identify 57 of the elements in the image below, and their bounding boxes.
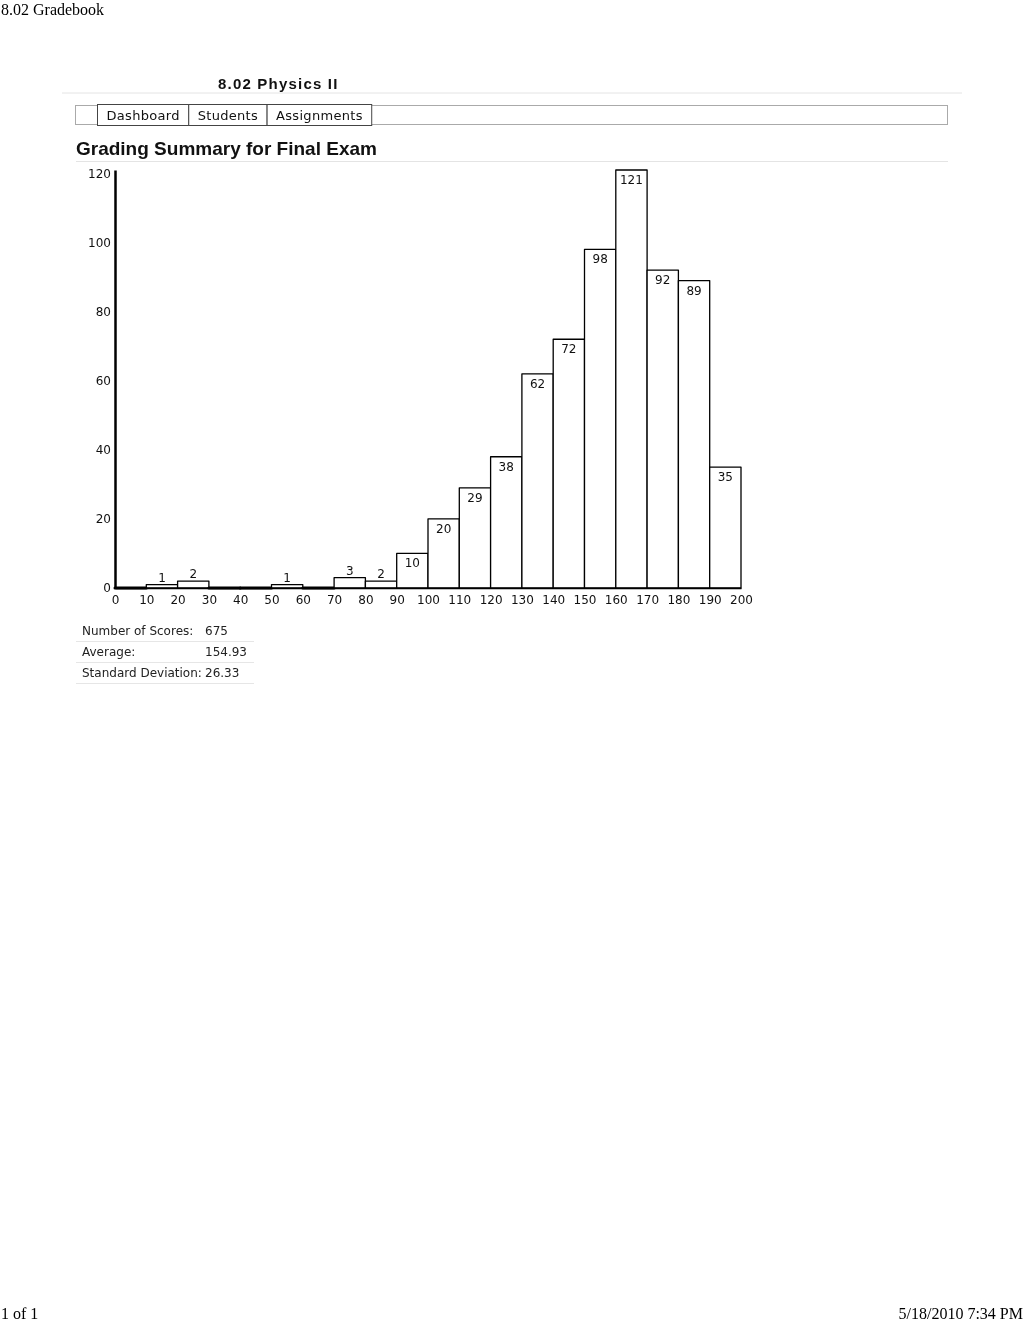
data-label: 29 [467, 490, 483, 505]
text: Average: [82, 645, 136, 659]
y-tick-label: 20 [95, 512, 111, 527]
data-label: 72 [561, 342, 577, 357]
x-tick-label: 150 [573, 592, 597, 607]
text: Dashboard [106, 108, 180, 123]
text: Assignments [276, 108, 363, 123]
data-label: 20 [436, 521, 452, 536]
x-tick-label: 10 [139, 592, 155, 607]
text: 26.33 [205, 666, 240, 680]
x-tick-label: 40 [233, 592, 249, 607]
text: Standard Deviation: [82, 666, 202, 680]
y-tick-label: 100 [88, 235, 111, 250]
x-tick-label: 80 [358, 592, 374, 607]
text: 8.02 Gradebook [1, 1, 105, 18]
data-label: 89 [686, 283, 702, 298]
data-label: 98 [592, 252, 608, 267]
y-tick-label: 60 [95, 374, 111, 389]
text: 154.93 [205, 645, 247, 659]
chart-subtitle: 8.02 Physics II [218, 75, 339, 92]
text: Students [197, 108, 259, 123]
data-label: 1 [283, 570, 291, 585]
x-tick-label: 90 [389, 592, 405, 607]
x-tick-label: 190 [698, 592, 722, 607]
x-tick-label: 110 [448, 592, 472, 607]
x-tick-label: 100 [417, 592, 440, 607]
x-tick-label: 120 [479, 592, 503, 607]
data-label: 10 [404, 556, 420, 571]
x-tick-label: 20 [170, 592, 186, 607]
x-tick-label: 50 [264, 592, 280, 607]
text: 675 [205, 624, 228, 638]
data-label: 38 [498, 459, 514, 474]
data-label: 121 [620, 173, 643, 187]
chart-title: Grading Summary for Final Exam [76, 138, 377, 159]
data-label: 62 [529, 376, 546, 391]
data-label: 1 [158, 570, 166, 585]
data-label: 92 [655, 273, 671, 288]
x-tick-label: 180 [667, 592, 691, 607]
data-label: 3 [345, 563, 354, 578]
x-tick-label: 170 [636, 592, 660, 607]
x-tick-label: 200 [730, 592, 753, 607]
text: 1 of 1 [1, 1305, 39, 1322]
x-tick-label: 130 [510, 592, 534, 607]
x-tick-label: 60 [295, 592, 311, 607]
text: Number of Scores: [82, 624, 194, 638]
x-tick-label: 140 [542, 592, 566, 607]
x-tick-label: 70 [326, 592, 343, 607]
x-tick-label: 160 [604, 592, 628, 607]
y-tick-label: 40 [95, 443, 111, 458]
x-tick-label: 30 [201, 592, 218, 607]
data-label: 2 [189, 567, 198, 582]
text: 5/18/2010 7:34 PM [898, 1305, 1023, 1322]
y-tick-label: 120 [88, 166, 111, 181]
data-label: 2 [377, 567, 385, 582]
data-label: 35 [717, 470, 733, 485]
y-tick-label: 0 [103, 581, 111, 596]
y-tick-label: 80 [95, 304, 111, 319]
